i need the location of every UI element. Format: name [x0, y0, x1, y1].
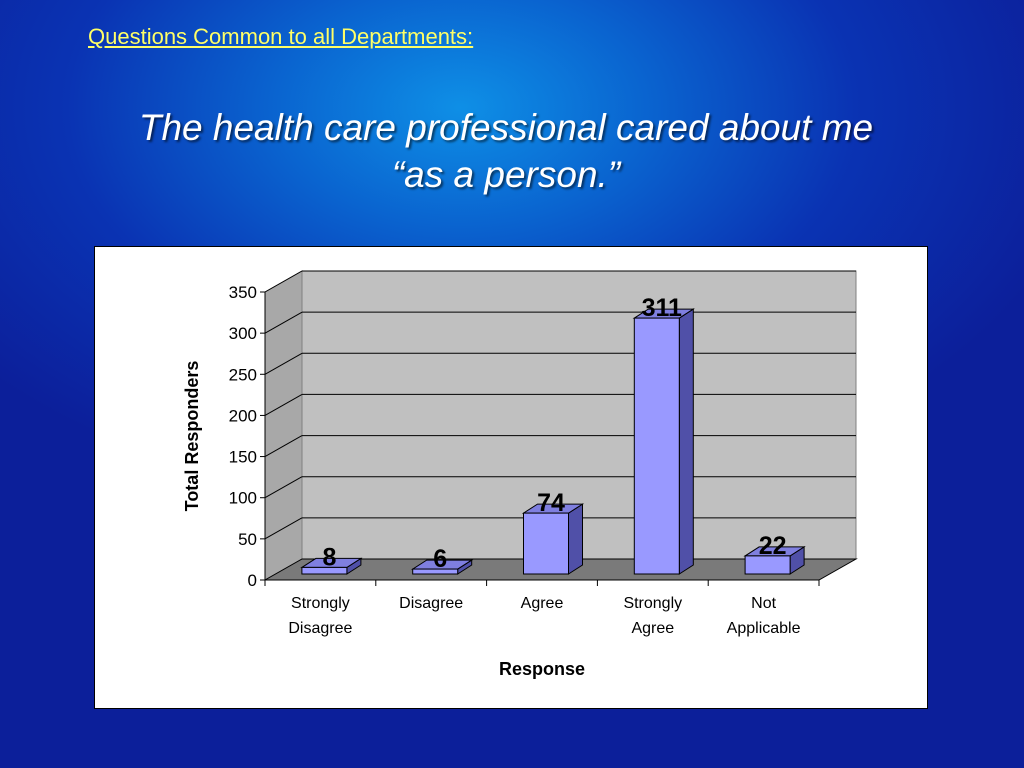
gridline-side — [264, 476, 303, 499]
y-tick-label: 250 — [229, 365, 257, 384]
y-tick-label: 200 — [229, 406, 257, 425]
slide-title: The health care professional cared about… — [0, 104, 1012, 198]
y-tick-label: 100 — [229, 489, 257, 508]
gridline-side — [264, 435, 303, 458]
x-tick-label: Disagree — [288, 620, 352, 637]
slide-title-line-1: The health care professional cared about… — [138, 107, 874, 148]
chart-frame: 0 50 100 150 200 250 300 350 8 Strongly Disagree 6 D… — [94, 246, 928, 709]
y-tick-label: 350 — [229, 283, 257, 302]
bar — [412, 568, 459, 575]
x-axis-title: Response — [499, 659, 585, 679]
bar — [301, 566, 348, 575]
x-tick-label: Agree — [631, 620, 674, 637]
bar-chart: 0 50 100 150 200 250 300 350 8 Strongly Disagree 6 D… — [182, 270, 858, 679]
x-tick-label: Strongly — [623, 595, 682, 612]
slide-title-line-2: “as a person.” — [391, 154, 621, 195]
x-tick-label: Applicable — [727, 620, 801, 637]
y-tick-label: 0 — [248, 571, 257, 590]
x-tick-label: Disagree — [399, 595, 463, 612]
bar — [523, 512, 569, 575]
data-label: 74 — [537, 489, 565, 517]
data-label: 8 — [322, 543, 336, 571]
gridline-side — [264, 311, 303, 334]
gridline-side — [264, 393, 303, 416]
data-label: 311 — [642, 294, 682, 322]
bar — [744, 555, 791, 575]
gridline-side — [264, 517, 303, 540]
bar-side — [678, 308, 694, 575]
x-tick-label: Strongly — [291, 595, 350, 612]
data-label: 6 — [433, 545, 447, 573]
bar — [633, 317, 680, 575]
y-tick-label: 150 — [229, 448, 257, 467]
gridline-side — [264, 270, 303, 293]
chart-side-wall — [264, 270, 303, 581]
gridline-side — [264, 352, 303, 375]
section-heading-link[interactable]: Questions Common to all Departments: — [88, 24, 474, 49]
x-tick-label: Agree — [521, 595, 564, 612]
data-label: 22 — [759, 532, 787, 560]
y-tick-label: 50 — [238, 530, 257, 549]
x-tick-label: Not — [751, 595, 776, 612]
y-axis-title: Total Responders — [182, 361, 202, 512]
bar-side — [568, 503, 583, 575]
y-tick-label: 300 — [229, 324, 257, 343]
